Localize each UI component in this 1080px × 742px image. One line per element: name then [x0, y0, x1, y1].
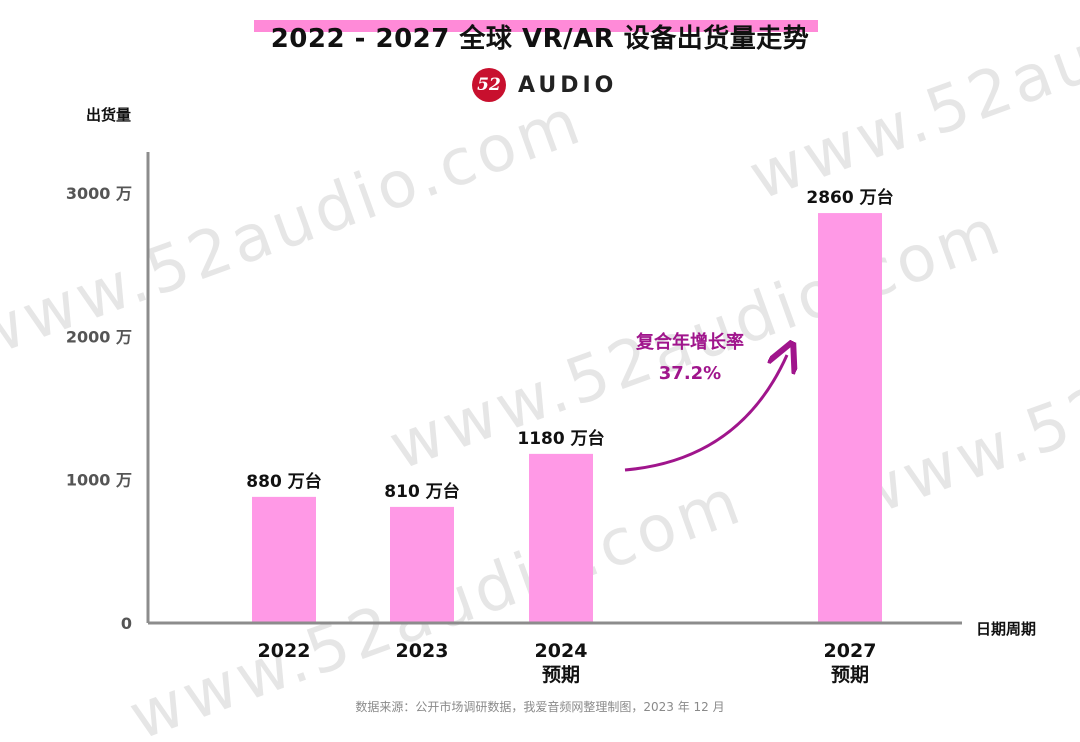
- source-note: 数据来源：公开市场调研数据，我爱音频网整理制图，2023 年 12 月: [355, 700, 725, 714]
- axes: 0 1000 万 2000 万 3000 万: [66, 152, 962, 633]
- bar: [529, 453, 593, 622]
- y-tick-label: 0: [121, 614, 132, 633]
- x-tick-label: 2022: [258, 640, 311, 662]
- data-label: 880 万台: [246, 471, 321, 492]
- page-title: 2022 - 2027 全球 VR/AR 设备出货量走势: [270, 24, 810, 54]
- logo-text: AUDIO: [518, 72, 618, 98]
- y-tick-label: 1000 万: [66, 471, 132, 490]
- x-tick-label: 2027: [824, 640, 877, 662]
- logo-mark-icon: 52: [472, 68, 506, 102]
- cagr-value: 37.2%: [659, 363, 721, 384]
- cagr-label: 复合年增长率: [635, 331, 744, 353]
- y-tick-label: 3000 万: [66, 184, 132, 203]
- brand-logo: 52 AUDIO: [472, 66, 617, 104]
- title-highlight: [254, 20, 818, 32]
- cagr-annotation: 复合年增长率 37.2%: [624, 331, 787, 472]
- bar: [390, 506, 454, 622]
- bar: [252, 496, 316, 622]
- cagr-arrow: [624, 355, 787, 472]
- data-label: 810 万台: [384, 481, 459, 502]
- x-axis-label: 日期周期: [976, 620, 1037, 638]
- x-tick-label: 2023: [396, 640, 449, 662]
- x-tick-note: 预期: [542, 664, 580, 686]
- x-tick-label: 2024: [535, 640, 588, 662]
- bars: [252, 213, 882, 622]
- x-tick-note: 预期: [831, 664, 869, 686]
- y-tick-label: 2000 万: [66, 327, 132, 346]
- data-label: 1180 万台: [517, 428, 604, 449]
- bar: [818, 213, 882, 622]
- y-axis-label: 出货量: [86, 106, 132, 124]
- data-label: 2860 万台: [806, 187, 893, 208]
